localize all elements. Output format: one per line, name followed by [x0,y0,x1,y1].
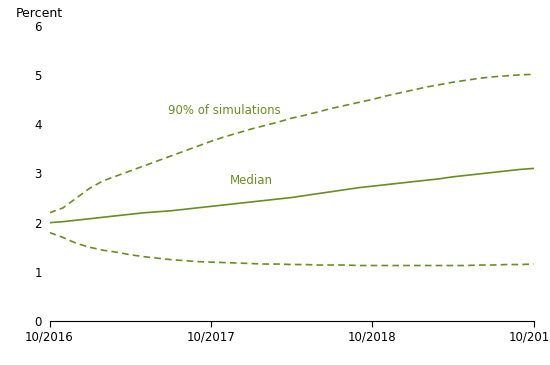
Text: 90% of simulations: 90% of simulations [168,104,280,117]
Text: Median: Median [230,174,273,187]
Text: Percent: Percent [15,7,63,20]
